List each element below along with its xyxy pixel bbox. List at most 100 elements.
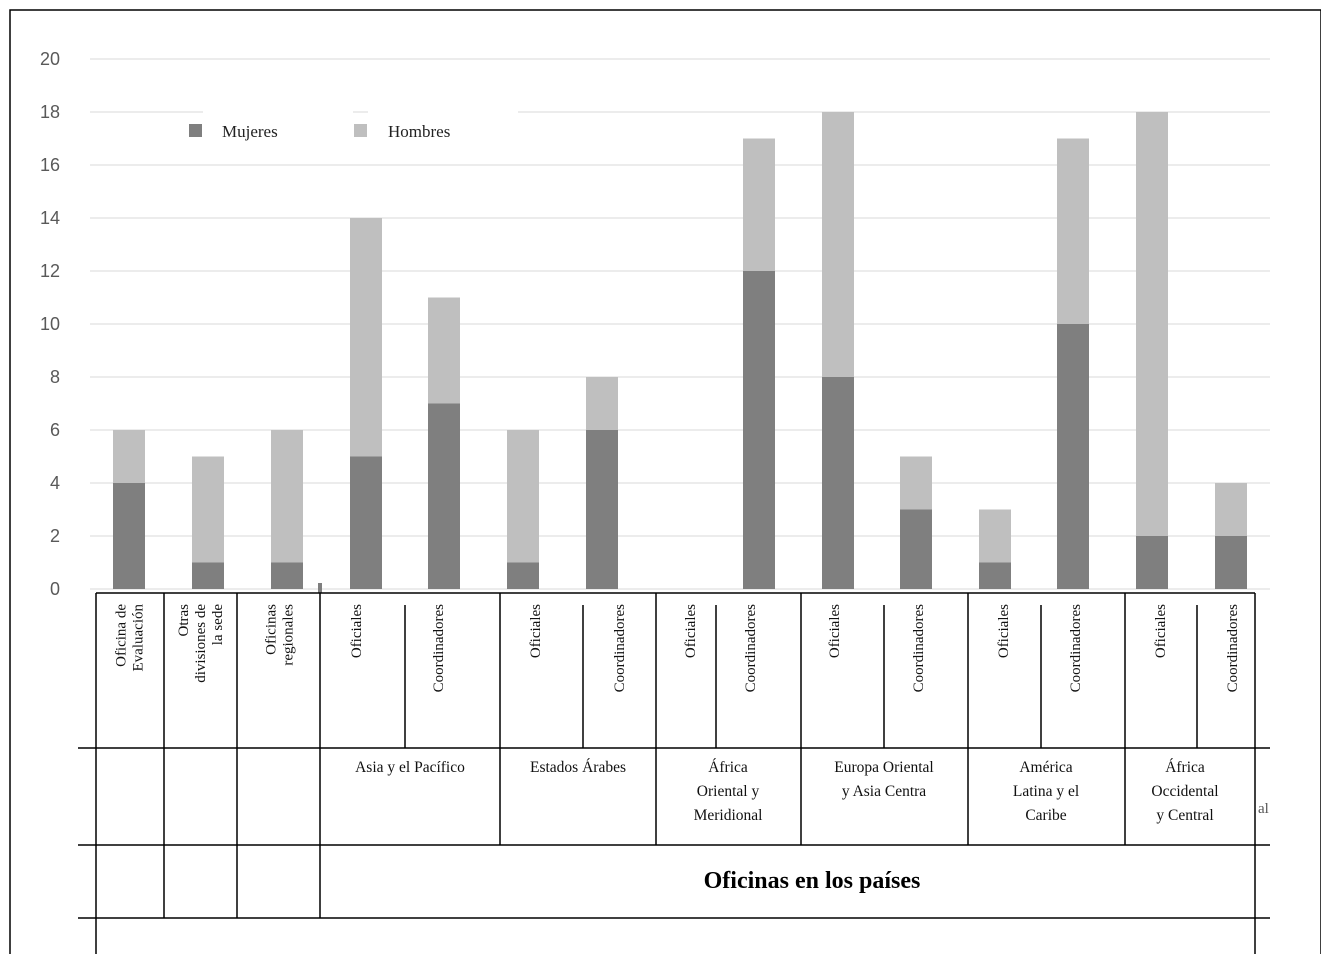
category-label: Coordinadores [911,604,927,692]
svg-text:y Central: y Central [1156,807,1213,824]
region-label: América Latina y el Caribe [1013,759,1079,824]
chart-border [9,9,1321,954]
svg-text:América: América [1019,759,1072,776]
category-label: Oficiales [996,604,1012,658]
category-label: Otras divisiones de la sede [176,604,226,683]
bars [113,112,1247,593]
category-label: Oficiales [827,604,843,658]
y-tick-label: 4 [50,473,60,493]
category-label: Oficiales [683,604,699,658]
y-tick-label: 10 [40,314,60,334]
svg-text:Oficinas: Oficinas [264,604,280,655]
category-labels: Oficina de Evaluación Otras divisiones de la… [114,604,1242,693]
y-tick-label: 16 [40,155,60,175]
bar-hombres [1057,138,1089,324]
y-tick-label: 14 [40,208,60,228]
category-label: Oficiales [349,604,365,658]
category-label: Coordinadores [743,604,759,692]
axis-mark [318,583,322,593]
region-label: África Oriental y Meridional [694,759,763,824]
svg-text:Coordinadores: Coordinadores [612,604,628,692]
legend: Mujeres Hombres [189,110,518,155]
bar-mujeres [113,483,145,589]
svg-text:Coordinadores: Coordinadores [743,604,759,692]
svg-text:Otras: Otras [176,604,192,637]
svg-text:Coordinadores: Coordinadores [1068,604,1084,692]
svg-text:Oficiales: Oficiales [349,604,365,658]
svg-text:Latina y el: Latina y el [1013,783,1079,800]
svg-text:la sede: la sede [210,604,226,646]
legend-label-hombres: Hombres [388,122,450,141]
svg-text:Oficiales: Oficiales [528,604,544,658]
region-labels: Asia y el Pacífico Estados Árabes África Or… [355,759,1218,824]
bar-hombres [192,456,224,563]
bar-mujeres [428,403,460,589]
category-label: Oficina de Evaluación [114,604,147,672]
svg-text:Oriental y: Oriental y [697,783,760,800]
svg-text:divisiones de: divisiones de [193,604,209,683]
bar-mujeres [743,271,775,589]
bar-hombres [979,509,1011,563]
bar-hombres [900,456,932,510]
bar-mujeres [271,562,303,589]
bar-mujeres [350,456,382,589]
stray-label: al [1258,801,1269,817]
bar-mujeres [586,430,618,589]
bar-mujeres [822,377,854,589]
legend-label-mujeres: Mujeres [222,122,278,141]
y-tick-label: 6 [50,420,60,440]
svg-text:Oficiales: Oficiales [683,604,699,658]
svg-text:Oficiales: Oficiales [827,604,843,658]
category-label: Oficiales [528,604,544,658]
bar-mujeres [507,562,539,589]
svg-text:Evaluación: Evaluación [131,604,147,672]
y-tick-label: 0 [50,579,60,599]
svg-text:Coordinadores: Coordinadores [1225,604,1241,692]
svg-text:Oficiales: Oficiales [996,604,1012,658]
group-label: Oficinas en los países [704,868,921,894]
svg-text:África: África [708,759,748,776]
bar-mujeres [979,562,1011,589]
svg-text:Oficiales: Oficiales [1153,604,1169,658]
bar-hombres [743,138,775,271]
svg-text:y Asia Centra: y Asia Centra [842,783,926,800]
category-label: Coordinadores [1225,604,1241,692]
svg-text:Oficina de: Oficina de [114,604,130,667]
bar-hombres [1215,483,1247,536]
svg-text:Europa Oriental: Europa Oriental [834,759,933,776]
category-table [78,592,1270,954]
y-tick-label: 8 [50,367,60,387]
y-tick-label: 2 [50,526,60,546]
svg-text:Estados Árabes: Estados Árabes [530,759,626,776]
category-label: Oficiales [1153,604,1169,658]
svg-text:Meridional: Meridional [694,807,763,824]
legend-swatch-mujeres [189,124,202,137]
y-tick-label: 18 [40,102,60,122]
bar-hombres [113,430,145,483]
bar-hombres [586,377,618,430]
bar-hombres [507,430,539,563]
bar-hombres [1136,112,1168,536]
y-axis-ticks: 0 2 4 6 8 10 12 14 16 18 20 [40,49,60,599]
svg-text:regionales: regionales [281,604,297,666]
region-label: Estados Árabes [530,759,626,776]
category-label: Coordinadores [612,604,628,692]
svg-text:Occidental: Occidental [1151,783,1218,800]
category-label: Oficinas regionales [264,604,297,666]
bar-mujeres [1215,536,1247,589]
category-label: Coordinadores [431,604,447,692]
region-label: Asia y el Pacífico [355,759,465,776]
bar-hombres [428,297,460,404]
svg-text:Caribe: Caribe [1025,807,1066,824]
bar-hombres [350,218,382,457]
bar-mujeres [1057,324,1089,589]
svg-text:Coordinadores: Coordinadores [431,604,447,692]
bar-mujeres [900,509,932,589]
legend-swatch-hombres [354,124,367,137]
svg-text:Coordinadores: Coordinadores [911,604,927,692]
bar-hombres [822,112,854,377]
bar-mujeres [192,562,224,589]
bar-mujeres [1136,536,1168,589]
y-tick-label: 12 [40,261,60,281]
